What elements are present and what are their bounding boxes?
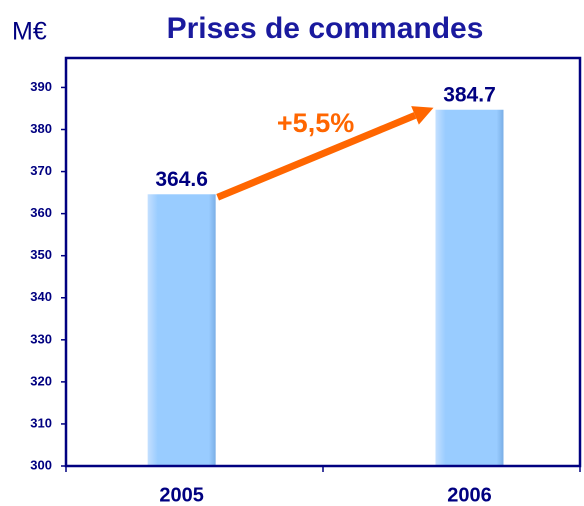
y-tick-label: 390 xyxy=(30,79,52,94)
y-tick-label: 320 xyxy=(30,373,52,388)
y-tick-label: 310 xyxy=(30,415,52,430)
y-tick-label: 360 xyxy=(30,205,52,220)
annotation: +5,5% xyxy=(277,108,354,138)
y-tick-label: 300 xyxy=(30,457,52,472)
y-tick-label: 370 xyxy=(30,163,52,178)
arrow-head xyxy=(411,106,434,125)
y-tick-label: 330 xyxy=(30,331,52,346)
x-tick-label: 2005 xyxy=(159,484,204,506)
y-tick-label: 350 xyxy=(30,247,52,262)
value-label: 384.7 xyxy=(443,83,496,106)
y-tick-label: 380 xyxy=(30,121,52,136)
arrow-shaft xyxy=(216,112,417,201)
x-tick-label: 2006 xyxy=(447,484,492,506)
bar xyxy=(147,194,216,467)
y-tick-label: 340 xyxy=(30,289,52,304)
y-axis-label: M€ xyxy=(12,18,47,46)
value-label: 364.6 xyxy=(155,168,208,191)
bar xyxy=(435,109,504,466)
chart-title: Prises de commandes xyxy=(167,12,484,45)
